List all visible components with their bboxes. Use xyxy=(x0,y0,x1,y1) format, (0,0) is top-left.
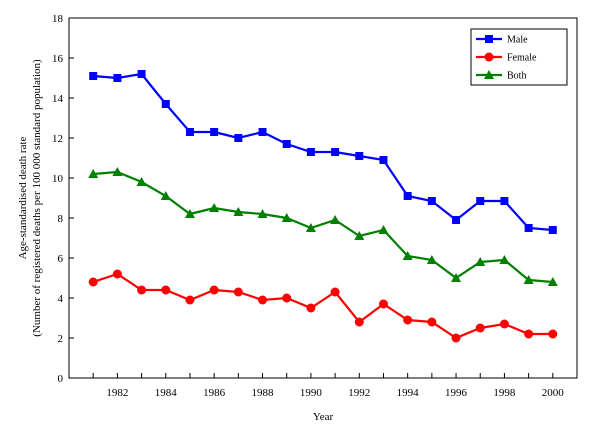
y-tick-label: 0 xyxy=(58,373,64,385)
data-point-male xyxy=(331,148,340,156)
y-axis-title-line2: (Number of registered deaths per 100 000… xyxy=(31,59,43,337)
x-tick-label: 1996 xyxy=(445,387,468,399)
x-axis-title: Year xyxy=(313,411,334,423)
data-point-female xyxy=(524,329,534,339)
data-point-male xyxy=(452,216,461,224)
data-point-both xyxy=(233,207,244,216)
data-point-both xyxy=(523,275,534,284)
y-axis-title-line1: Age-standardised death rate xyxy=(17,136,29,259)
data-point-female xyxy=(209,285,219,295)
data-point-both xyxy=(136,177,147,186)
data-point-male xyxy=(355,152,364,160)
data-point-female xyxy=(233,287,243,297)
data-point-female xyxy=(137,285,147,295)
data-point-male xyxy=(137,70,146,78)
data-point-female xyxy=(427,317,437,327)
data-point-both xyxy=(426,255,437,264)
data-point-male xyxy=(403,192,412,200)
data-point-male xyxy=(161,100,170,108)
y-tick-label: 18 xyxy=(52,13,64,25)
data-point-both xyxy=(402,251,413,260)
data-point-both xyxy=(451,273,462,282)
data-point-female xyxy=(112,269,122,279)
legend-marker-female xyxy=(484,52,494,62)
data-point-male xyxy=(282,140,291,148)
data-point-both xyxy=(499,255,510,264)
data-point-female xyxy=(282,293,292,303)
data-point-male xyxy=(258,128,267,136)
legend: Male Female Both xyxy=(470,28,568,86)
y-tick-label: 10 xyxy=(52,173,64,185)
data-point-male xyxy=(476,197,485,205)
data-point-both xyxy=(88,169,99,178)
legend-marker-both xyxy=(484,70,494,79)
x-tick-label: 1986 xyxy=(203,387,226,399)
data-point-male xyxy=(427,197,436,205)
y-tick-label: 16 xyxy=(52,53,64,65)
data-point-male xyxy=(113,74,122,82)
y-tick-label: 4 xyxy=(58,293,64,305)
x-tick-label: 1990 xyxy=(300,387,323,399)
data-point-female xyxy=(354,317,364,327)
data-point-both xyxy=(112,167,123,176)
legend-marker-male xyxy=(485,35,493,43)
y-axis: 0 2 4 6 8 10 12 14 16 18 xyxy=(52,13,74,385)
y-tick-label: 8 xyxy=(58,213,64,225)
x-tick-label: 2000 xyxy=(542,387,565,399)
data-point-both xyxy=(257,209,268,218)
legend-label-female: Female xyxy=(507,53,537,64)
data-point-male xyxy=(185,128,194,136)
series-male xyxy=(89,70,557,234)
data-point-male xyxy=(548,226,557,234)
data-point-male xyxy=(524,224,533,232)
data-point-both xyxy=(547,277,558,286)
legend-label-male: Male xyxy=(507,35,528,46)
data-point-female xyxy=(403,315,413,325)
series-female xyxy=(88,269,558,343)
data-point-male xyxy=(210,128,219,136)
legend-label-both: Both xyxy=(507,71,526,82)
data-point-female xyxy=(499,319,509,329)
x-tick-label: 1984 xyxy=(155,387,178,399)
data-point-both xyxy=(184,209,195,218)
x-tick-label: 1998 xyxy=(493,387,516,399)
data-point-female xyxy=(185,295,195,305)
data-point-both xyxy=(378,225,389,234)
data-point-both xyxy=(209,203,220,212)
data-point-female xyxy=(88,277,98,287)
data-point-female xyxy=(258,295,268,305)
data-point-male xyxy=(379,156,388,164)
data-point-male xyxy=(234,134,243,142)
series-layer xyxy=(88,70,558,343)
x-tick-label: 1992 xyxy=(348,387,370,399)
data-point-male xyxy=(89,72,98,80)
y-tick-label: 12 xyxy=(52,133,63,145)
data-point-male xyxy=(306,148,315,156)
data-point-female xyxy=(330,287,340,297)
y-tick-label: 14 xyxy=(52,93,64,105)
x-tick-label: 1982 xyxy=(106,387,128,399)
data-point-female xyxy=(451,333,461,343)
x-tick-label: 1988 xyxy=(252,387,275,399)
x-tick-label: 1994 xyxy=(397,387,420,399)
series-male-line xyxy=(93,72,553,232)
data-point-both xyxy=(475,257,486,266)
data-point-female xyxy=(475,323,485,333)
data-point-female xyxy=(378,299,388,309)
data-point-male xyxy=(500,197,509,205)
data-point-both xyxy=(305,223,316,232)
data-point-female xyxy=(306,303,316,313)
data-point-both xyxy=(160,191,171,200)
y-tick-label: 2 xyxy=(58,333,64,345)
data-point-both xyxy=(330,215,341,224)
data-point-both xyxy=(281,213,292,222)
x-axis: 1982 1984 1986 1988 1990 1992 1994 1996 1998 2000 xyxy=(92,373,565,399)
data-point-female xyxy=(161,285,171,295)
y-tick-label: 6 xyxy=(58,253,64,265)
data-point-both xyxy=(354,231,365,240)
data-point-female xyxy=(548,329,558,339)
series-both xyxy=(88,167,558,286)
